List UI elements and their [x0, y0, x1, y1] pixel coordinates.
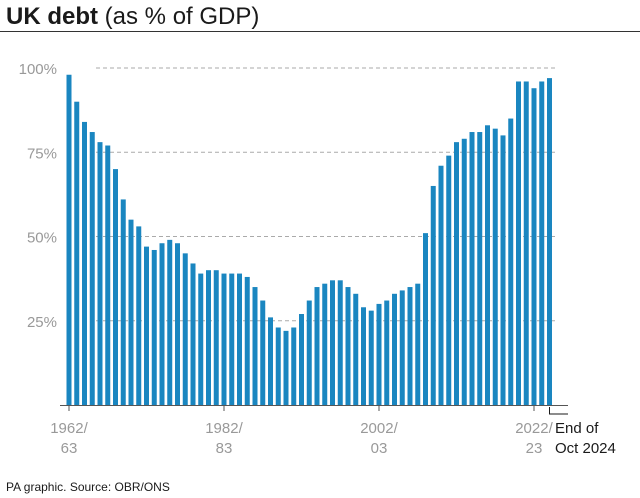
- bar: [407, 287, 413, 405]
- bar: [454, 142, 459, 405]
- bar: [144, 246, 149, 405]
- bar: [283, 330, 289, 405]
- bar: [314, 287, 320, 405]
- bar: [229, 273, 235, 405]
- bar: [337, 280, 343, 405]
- bar: [368, 310, 374, 405]
- bar: [485, 125, 490, 405]
- bar: [438, 165, 444, 405]
- bar: [399, 290, 405, 405]
- bar: [167, 239, 173, 405]
- x-tick-label: 2002/: [360, 420, 398, 437]
- bar: [330, 280, 335, 405]
- x-tick-label: 1962/: [50, 420, 88, 437]
- bar: [469, 132, 475, 405]
- bar: [430, 185, 436, 405]
- bar: [244, 276, 250, 405]
- x-tick-label: 63: [61, 440, 78, 457]
- bar: [461, 138, 467, 405]
- bar: [446, 155, 452, 405]
- bar: [206, 270, 211, 405]
- bar: [252, 287, 258, 405]
- y-tick-label: 75%: [27, 145, 57, 162]
- bar: [392, 293, 397, 405]
- bar: [299, 314, 304, 405]
- bar: [322, 283, 328, 405]
- bar: [291, 327, 297, 405]
- bar: [136, 226, 142, 405]
- y-tick-label: 100%: [19, 61, 57, 78]
- bar: [97, 142, 103, 405]
- bar: [523, 81, 529, 405]
- x-tick-label: 83: [216, 440, 233, 457]
- bar: [516, 81, 521, 405]
- bar: [500, 135, 506, 405]
- bar: [221, 273, 227, 405]
- x-tick-label: 23: [526, 440, 543, 457]
- bar: [213, 270, 219, 405]
- bar: [531, 88, 537, 405]
- bar: [423, 233, 428, 405]
- source-note: PA graphic. Source: OBR/ONS: [6, 480, 170, 494]
- bar: [237, 273, 242, 405]
- y-tick-label: 25%: [27, 314, 57, 331]
- bar: [376, 303, 382, 405]
- bar: [120, 199, 126, 405]
- bar: [415, 283, 421, 405]
- bar: [306, 300, 312, 405]
- bar: [260, 300, 266, 405]
- bar: [268, 317, 273, 405]
- bar: [477, 132, 483, 405]
- y-tick-label: 50%: [27, 230, 57, 247]
- bar: [113, 169, 118, 405]
- bar: [175, 243, 180, 405]
- bar: [384, 300, 390, 405]
- chart-title-bold: UK debt: [6, 3, 98, 30]
- bar: [539, 81, 545, 405]
- bar: [353, 293, 359, 405]
- x-tick-label: 1982/: [205, 420, 243, 437]
- bar: [159, 243, 165, 405]
- chart-title-rest: (as % of GDP): [104, 3, 260, 30]
- bar: [345, 287, 351, 405]
- bar: [508, 118, 514, 406]
- bar: [190, 263, 196, 405]
- bar: [198, 273, 204, 405]
- bar: [182, 253, 188, 405]
- bar: [89, 132, 95, 405]
- chart-title: UK debt (as % of GDP): [6, 2, 259, 32]
- annotation-label: End of: [555, 420, 599, 437]
- bar: [82, 121, 87, 406]
- x-tick-label: 2022/: [515, 420, 553, 437]
- bar: [275, 327, 281, 405]
- x-tick-label: 03: [371, 440, 388, 457]
- annotation-bracket: [549, 407, 568, 415]
- bar: [547, 78, 552, 406]
- bar: [128, 219, 134, 405]
- bar: [492, 128, 498, 405]
- annotation-label: Oct 2024: [555, 440, 616, 457]
- bar: [74, 101, 80, 405]
- bar: [105, 145, 111, 405]
- bar: [66, 74, 72, 406]
- bar: [151, 249, 157, 405]
- bar: [361, 307, 366, 405]
- title-divider: [0, 31, 640, 32]
